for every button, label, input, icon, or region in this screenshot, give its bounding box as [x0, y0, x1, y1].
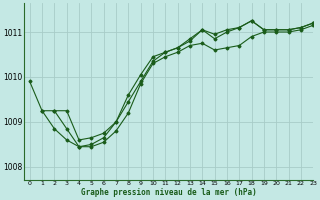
X-axis label: Graphe pression niveau de la mer (hPa): Graphe pression niveau de la mer (hPa) [81, 188, 256, 197]
